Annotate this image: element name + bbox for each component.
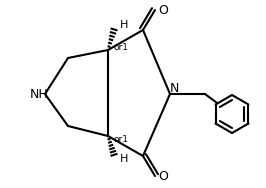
Text: or1: or1	[114, 134, 128, 143]
Text: or1: or1	[114, 42, 128, 52]
Text: O: O	[158, 170, 168, 183]
Text: N: N	[169, 82, 179, 95]
Text: H: H	[120, 154, 128, 164]
Text: H: H	[120, 20, 128, 30]
Text: O: O	[158, 4, 168, 17]
Text: NH: NH	[30, 87, 48, 101]
